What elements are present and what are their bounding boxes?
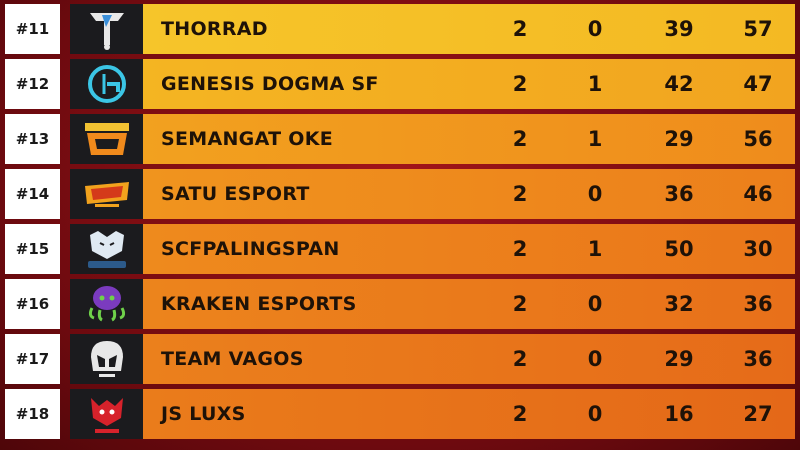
stat-booyah: 0 [587, 292, 603, 316]
vagos-helmet-icon [90, 341, 123, 377]
table-row: #13 SEMANGAT OKE 2 1 29 56 [5, 114, 795, 164]
team-bar: JS LUXS 2 0 16 27 [143, 389, 795, 439]
team-name: TEAM VAGOS [161, 348, 304, 370]
team-logo [70, 224, 143, 274]
team-logo [70, 4, 143, 54]
stat-matches: 2 [512, 127, 528, 151]
semangat-oke-icon [84, 123, 129, 155]
table-row: #11 THORRAD 2 0 39 57 [5, 4, 795, 54]
genesis-dogma-g-icon [87, 65, 126, 103]
stat-matches: 2 [512, 237, 528, 261]
team-name: JS LUXS [161, 403, 246, 425]
table-row: #17 TEAM VAGOS 2 0 29 36 [5, 334, 795, 384]
rank-cell: #15 [5, 224, 60, 274]
kraken-octopus-icon [88, 286, 125, 322]
stat-kills: 29 [664, 347, 694, 371]
table-row: #18 JS LUXS 2 0 16 27 [5, 389, 795, 439]
team-logo [70, 169, 143, 219]
team-name: SEMANGAT OKE [161, 128, 334, 150]
stat-points: 56 [743, 127, 773, 151]
team-name: KRAKEN ESPORTS [161, 293, 357, 315]
stat-points: 57 [743, 17, 773, 41]
stat-matches: 2 [512, 72, 528, 96]
table-row: #16 KRAKEN ESPORTS 2 0 32 36 [5, 279, 795, 329]
stat-kills: 29 [664, 127, 694, 151]
team-bar: SEMANGAT OKE 2 1 29 56 [143, 114, 795, 164]
stat-booyah: 1 [587, 237, 603, 261]
rank-cell: #13 [5, 114, 60, 164]
team-name: SCFPALINGSPAN [161, 238, 340, 260]
rank-cell: #17 [5, 334, 60, 384]
stat-points: 36 [743, 347, 773, 371]
stat-booyah: 1 [587, 127, 603, 151]
stat-booyah: 0 [587, 347, 603, 371]
team-bar: KRAKEN ESPORTS 2 0 32 36 [143, 279, 795, 329]
stat-matches: 2 [512, 182, 528, 206]
team-name: GENESIS DOGMA SF [161, 73, 379, 95]
stat-booyah: 0 [587, 182, 603, 206]
team-logo [70, 279, 143, 329]
rank-cell: #11 [5, 4, 60, 54]
stat-matches: 2 [512, 292, 528, 316]
stat-booyah: 1 [587, 72, 603, 96]
sacrifice-bear-icon [87, 231, 126, 268]
stat-points: 46 [743, 182, 773, 206]
stat-matches: 2 [512, 347, 528, 371]
team-logo [70, 59, 143, 109]
stat-kills: 50 [664, 237, 694, 261]
stat-booyah: 0 [587, 17, 603, 41]
stat-points: 30 [743, 237, 773, 261]
stat-points: 36 [743, 292, 773, 316]
team-logo [70, 114, 143, 164]
table-row: #14 SATU ESPORT 2 0 36 46 [5, 169, 795, 219]
thorrad-hammer-icon [89, 13, 124, 50]
rank-cell: #14 [5, 169, 60, 219]
team-bar: TEAM VAGOS 2 0 29 36 [143, 334, 795, 384]
team-bar: SCFPALINGSPAN 2 1 50 30 [143, 224, 795, 274]
stat-points: 27 [743, 402, 773, 426]
table-row: #15 SCFPALINGSPAN 2 1 50 30 [5, 224, 795, 274]
stat-kills: 39 [664, 17, 694, 41]
stat-kills: 42 [664, 72, 694, 96]
rank-cell: #16 [5, 279, 60, 329]
stat-points: 47 [743, 72, 773, 96]
js-luxs-demon-icon [90, 398, 123, 433]
stat-kills: 36 [664, 182, 694, 206]
team-name: SATU ESPORT [161, 183, 310, 205]
satu-esport-icon [84, 182, 129, 207]
stat-matches: 2 [512, 17, 528, 41]
stat-kills: 32 [664, 292, 694, 316]
rank-cell: #12 [5, 59, 60, 109]
team-bar: SATU ESPORT 2 0 36 46 [143, 169, 795, 219]
table-row: #12 GENESIS DOGMA SF 2 1 42 47 [5, 59, 795, 109]
team-logo [70, 334, 143, 384]
team-logo [70, 389, 143, 439]
rank-cell: #18 [5, 389, 60, 439]
team-name: THORRAD [161, 18, 268, 40]
team-bar: THORRAD 2 0 39 57 [143, 4, 795, 54]
stat-matches: 2 [512, 402, 528, 426]
stat-booyah: 0 [587, 402, 603, 426]
stat-kills: 16 [664, 402, 694, 426]
team-bar: GENESIS DOGMA SF 2 1 42 47 [143, 59, 795, 109]
